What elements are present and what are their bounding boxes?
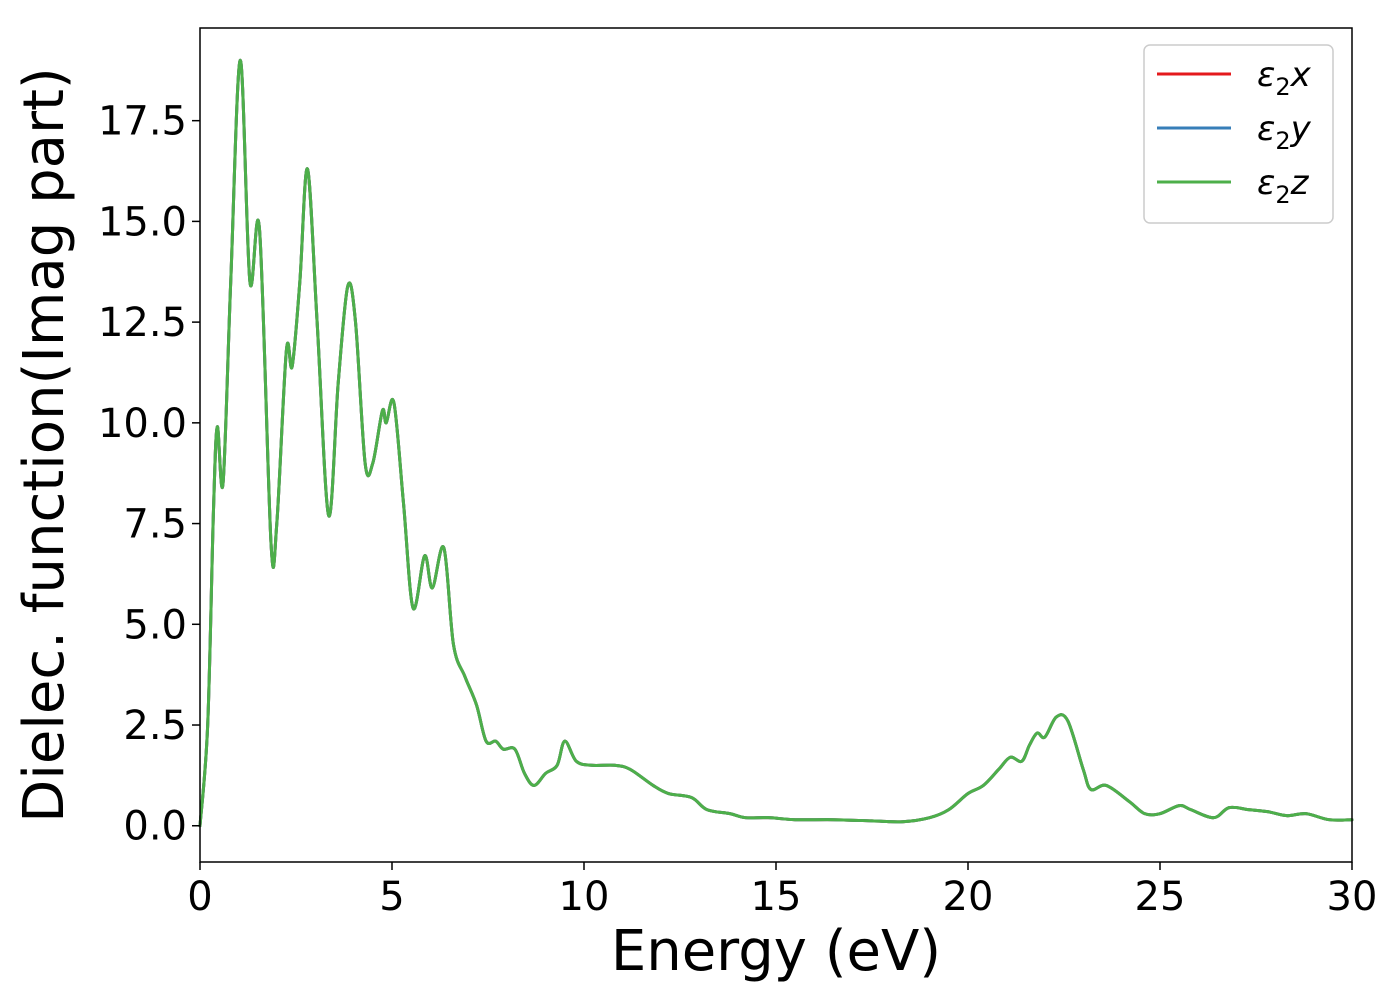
y-tick-label: 17.5 (98, 99, 187, 145)
x-tick-label: 10 (559, 874, 610, 920)
y-tick-label: 0.0 (123, 804, 187, 850)
y-axis-title: Dielec. function(Imag part) (12, 67, 77, 823)
x-axis-title: Energy (eV) (611, 919, 941, 984)
legend: ε2x ε2y ε2z (1143, 44, 1334, 224)
y-tick-label: 12.5 (98, 300, 187, 346)
y-tick-label: 7.5 (123, 502, 187, 548)
x-axis-ticks: 0 5 10 15 20 25 30 (187, 862, 1377, 920)
legend-box (1143, 44, 1334, 224)
x-tick-label: 5 (379, 874, 404, 920)
x-tick-label: 30 (1327, 874, 1378, 920)
y-tick-label: 15.0 (98, 199, 187, 245)
x-tick-label: 0 (187, 874, 212, 920)
legend-label: ε2z (1257, 163, 1310, 209)
x-tick-label: 20 (943, 874, 994, 920)
legend-label: ε2x (1257, 55, 1312, 101)
y-axis-ticks: 0.0 2.5 5.0 7.5 10.0 12.5 15.0 17.5 (98, 99, 200, 850)
y-tick-label: 10.0 (98, 401, 187, 447)
legend-label: ε2y (1257, 109, 1312, 155)
y-tick-label: 5.0 (123, 602, 187, 648)
x-tick-label: 25 (1135, 874, 1186, 920)
series-line-3 (198, 58, 1354, 828)
y-tick-label: 2.5 (123, 703, 187, 749)
series-layer (198, 58, 1354, 828)
x-tick-label: 15 (751, 874, 802, 920)
